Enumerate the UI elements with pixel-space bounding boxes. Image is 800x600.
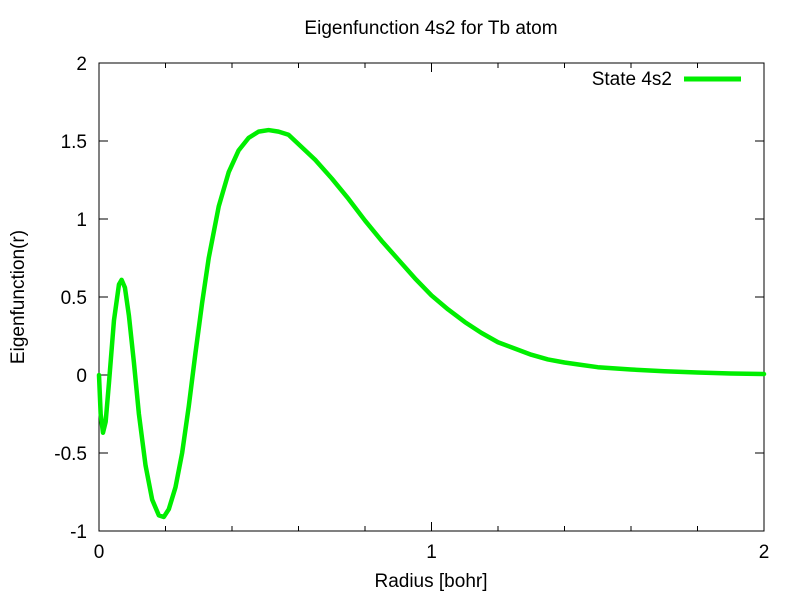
y-tick-label: 0 bbox=[76, 366, 87, 387]
series-line bbox=[96, 127, 767, 520]
legend: State 4s2 bbox=[592, 69, 741, 90]
axis-ticks bbox=[98, 62, 765, 532]
x-tick-label: 2 bbox=[759, 542, 770, 563]
x-tick-label: 1 bbox=[426, 542, 437, 563]
legend-label: State 4s2 bbox=[592, 69, 672, 90]
y-tick-label: 1.5 bbox=[61, 132, 87, 153]
y-tick-label: 2 bbox=[76, 54, 87, 75]
series-layer bbox=[96, 127, 767, 520]
x-axis-label: Radius [bohr] bbox=[374, 571, 487, 592]
y-tick-label: 1 bbox=[76, 210, 87, 231]
y-axis-label: Eigenfunction(r) bbox=[8, 230, 29, 364]
x-tick-label: 0 bbox=[94, 542, 105, 563]
chart-title: Eigenfunction 4s2 for Tb atom bbox=[304, 18, 557, 39]
y-tick-label: 0.5 bbox=[61, 288, 87, 309]
y-tick-label: -1 bbox=[70, 522, 87, 543]
y-tick-label: -0.5 bbox=[54, 444, 87, 465]
tick-labels: -1 -0.5 0 0.5 1 1.5 2 0 1 2 bbox=[54, 54, 769, 563]
